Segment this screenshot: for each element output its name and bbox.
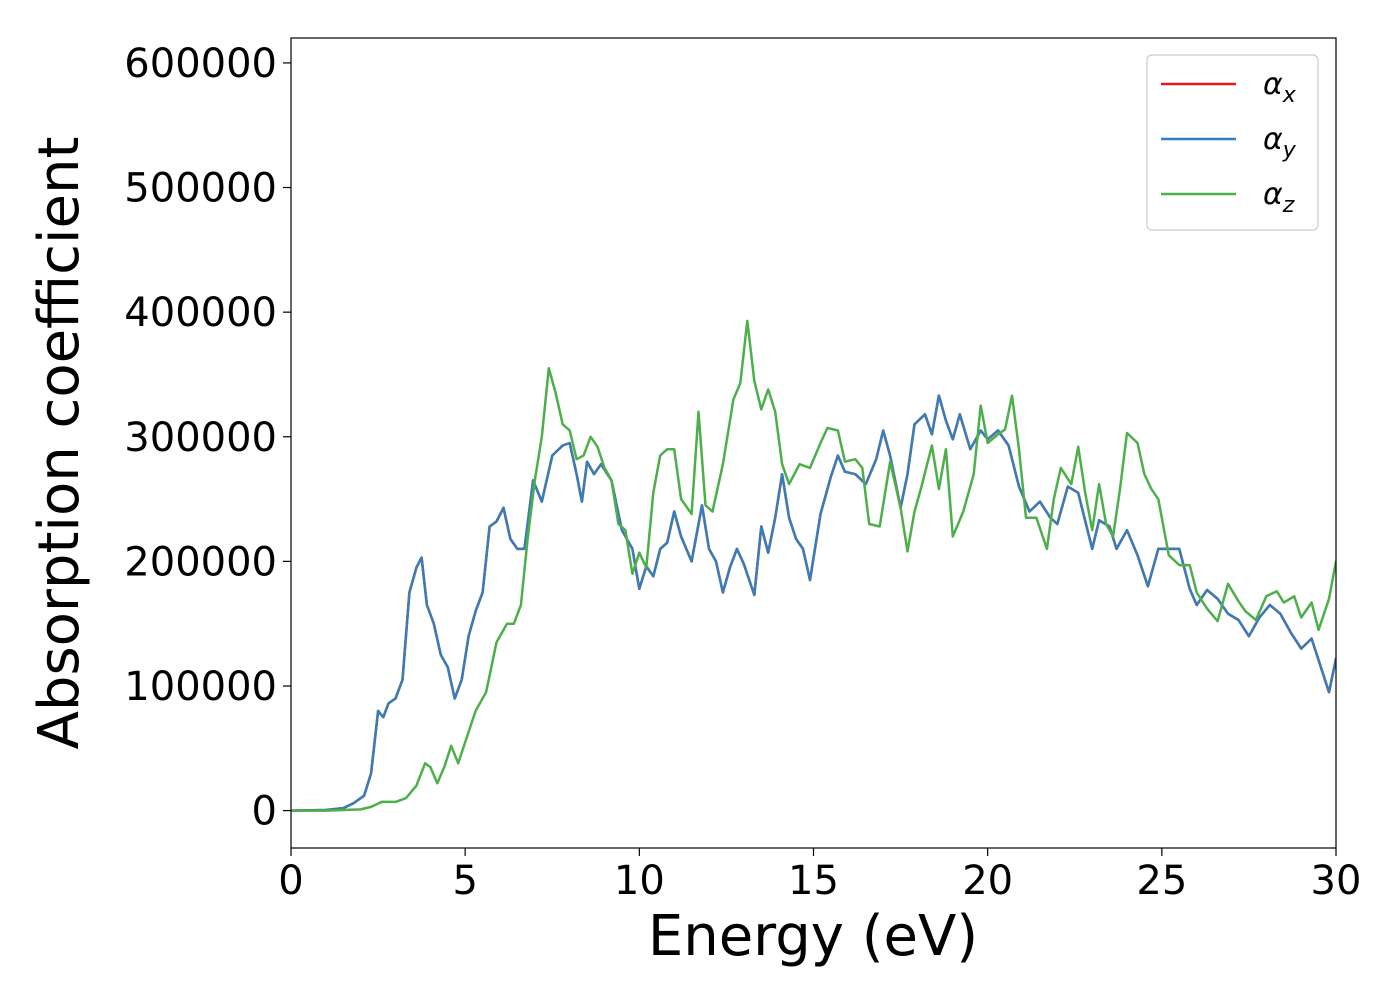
legend-label-y: αy [1263,122,1297,163]
y-tick-label: 300000 [124,415,277,461]
legend-label-z: αz [1263,177,1295,218]
x-tick-label: 20 [962,858,1013,904]
x-tick-label: 30 [1311,858,1362,904]
x-tick-label: 0 [278,858,303,904]
y-tick-label: 500000 [124,166,277,212]
y-axis-label: Absorption coefficient [27,137,92,750]
x-axis-label: Energy (eV) [648,904,978,969]
legend-subscript: x [1282,83,1297,108]
x-axis-ticks: 0 5 10 15 20 25 30 [278,848,1361,904]
series-layer [291,319,1336,812]
y-tick-label: 100000 [124,664,277,710]
y-tick-label: 600000 [124,41,277,87]
legend-symbol: α [1263,177,1283,212]
x-tick-label: 25 [1136,858,1187,904]
series-line-y [291,394,1336,812]
legend-symbol: α [1263,67,1283,102]
y-tick-label: 400000 [124,290,277,336]
series-line-z [291,319,1336,812]
x-tick-label: 5 [452,858,477,904]
y-axis-ticks: 0 100000 200000 300000 400000 500000 600000 [124,41,291,835]
legend-subscript: y [1282,138,1297,163]
legend-subscript: z [1282,193,1295,218]
y-tick-label: 0 [252,789,277,835]
x-tick-label: 15 [788,858,839,904]
legend-symbol: α [1263,122,1283,157]
legend-label-x: αx [1263,67,1297,108]
y-tick-label: 200000 [124,539,277,585]
x-tick-label: 10 [614,858,665,904]
legend-frame [1146,54,1319,231]
